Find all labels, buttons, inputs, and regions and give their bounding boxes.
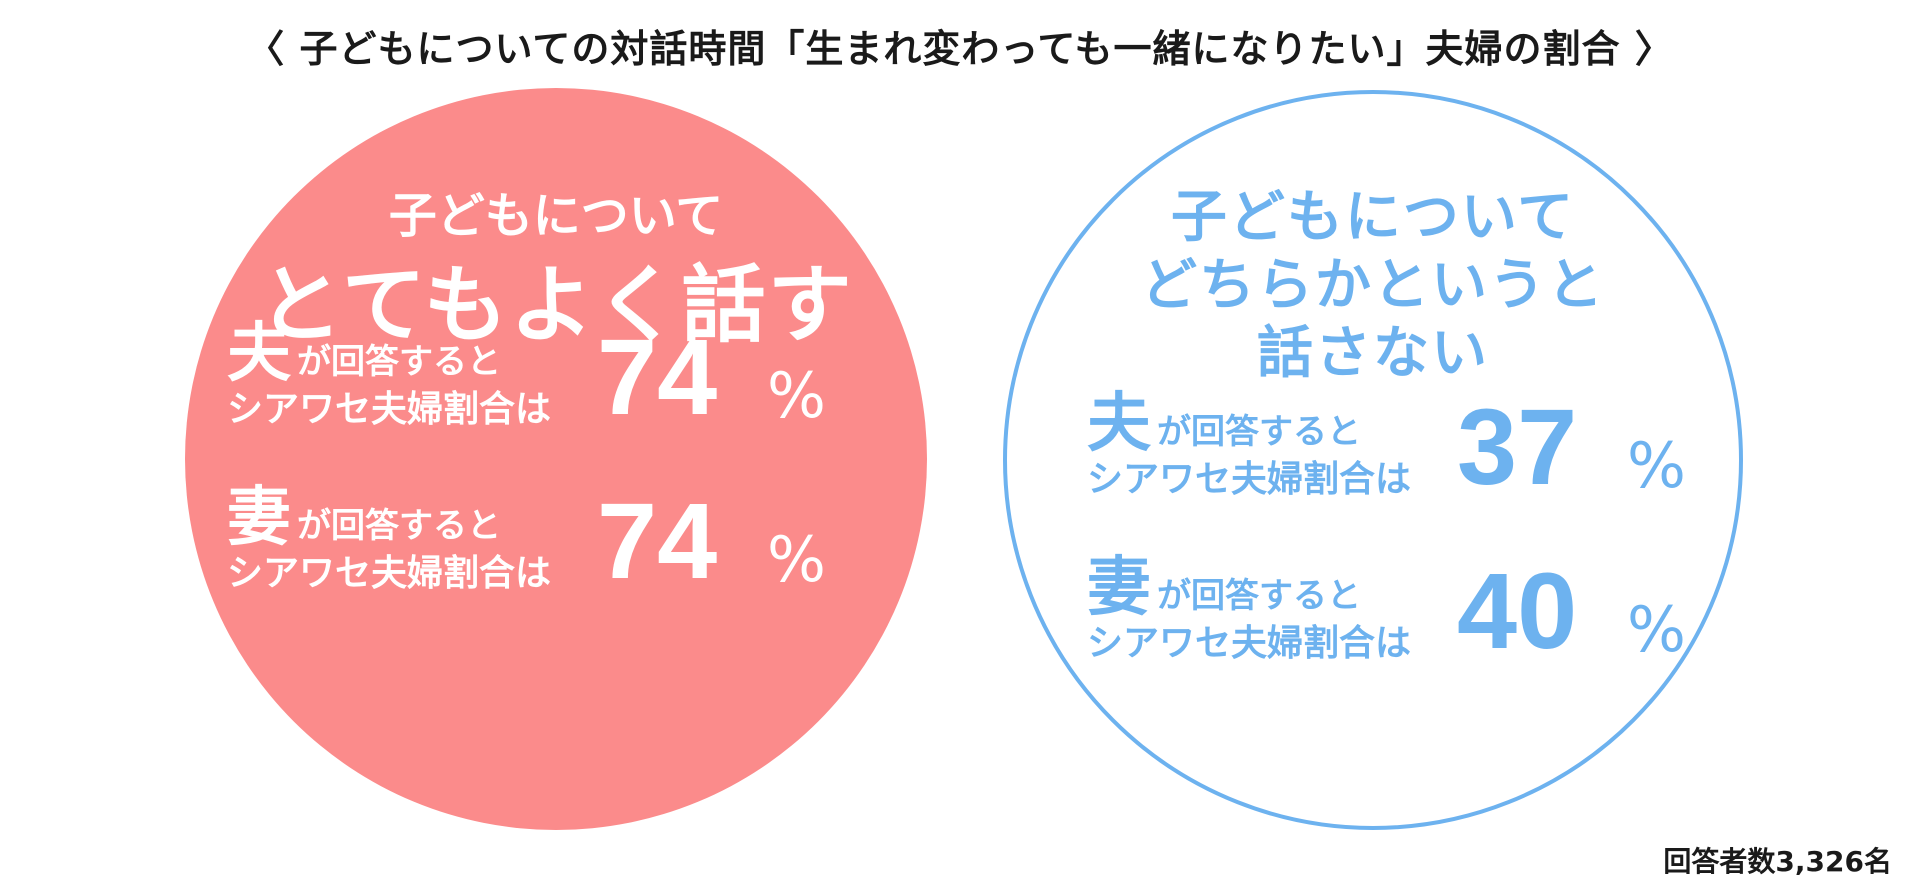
rare-talk-heading-line-2: どちらかというと [1141,253,1605,318]
frequent-talk-circle: 子どもについて とてもよく話す 夫 が回答すると シアワセ夫婦割合は 74 % … [185,88,927,830]
percent-sign: % [767,359,826,432]
page-title: 〈 子どもについての対話時間「生まれ変わっても一緒になりたい」夫婦の割合 〉 [246,27,1674,71]
answer-text: が回答すると [1157,576,1361,616]
rare-talk-heading-line-1: 子どもについて [1170,185,1576,250]
percent-sign: % [767,523,826,596]
frequent-talk-wife-stat: 妻 が回答すると シアワセ夫婦割合は 74 % [227,480,867,604]
percent-sign: % [1627,593,1686,666]
rare-talk-heading-line-3: 話さない [1257,321,1489,386]
respondent-count: 回答者数3,326名 [1663,845,1892,878]
answer-text: が回答すると [1157,412,1361,452]
percentage-value: 37 [1457,386,1578,507]
husband-label: 夫 [1087,387,1151,461]
rare-talk-circle: 子どもについて どちらかというと 話さない 夫 が回答すると シアワセ夫婦割合は… [1003,90,1743,830]
percentage-value: 40 [1457,550,1578,671]
wife-label: 妻 [1087,551,1151,625]
ratio-text: シアワセ夫婦割合は [1087,459,1412,500]
percentage-value: 74 [597,480,718,601]
ratio-text: シアワセ夫婦割合は [1087,623,1412,664]
frequent-talk-husband-stat: 夫 が回答すると シアワセ夫婦割合は 74 % [227,316,867,440]
percent-sign: % [1627,429,1686,502]
husband-label: 夫 [227,317,291,391]
rare-talk-husband-stat: 夫 が回答すると シアワセ夫婦割合は 37 % [1087,386,1727,510]
rare-talk-wife-stat: 妻 が回答すると シアワセ夫婦割合は 40 % [1087,550,1727,674]
wife-label: 妻 [227,481,291,555]
ratio-text: シアワセ夫婦割合は [227,553,552,594]
ratio-text: シアワセ夫婦割合は [227,389,552,430]
frequent-talk-heading-main: とてもよく話す [258,256,854,354]
frequent-talk-heading-sub: 子どもについて [388,188,724,244]
answer-text: が回答すると [297,506,501,546]
answer-text: が回答すると [297,342,501,382]
percentage-value: 74 [597,316,718,437]
